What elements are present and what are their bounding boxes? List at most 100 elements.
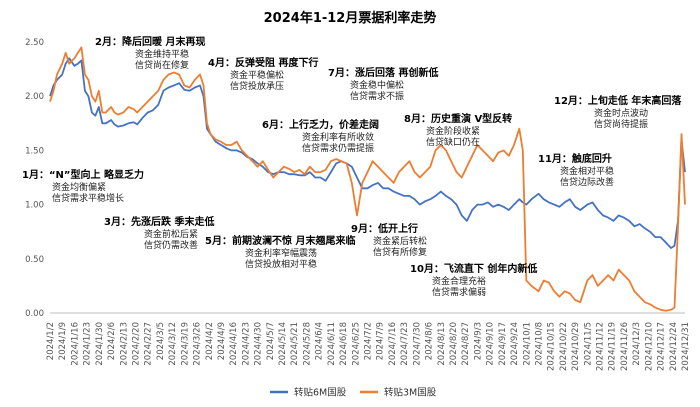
annotation-heading: 9月：低开上行	[351, 222, 418, 235]
annotation-line: 信贷需求偏弱	[432, 286, 486, 298]
annotation-heading: 6月：上行乏力，价差走阔	[262, 118, 379, 131]
annotation-line: 信贷边际改善	[560, 176, 614, 188]
x-tick-label: 2024/8/13	[437, 322, 447, 366]
x-tick-label: 2024/4/30	[254, 322, 264, 366]
annotation-heading: 4月：反弹受阻 再度下行	[208, 56, 318, 69]
annotation-line: 资金均衡偏紧	[52, 181, 106, 193]
annotation-line: 信贷缺口仍在	[426, 136, 480, 148]
x-tick-label: 2024/6/4	[315, 322, 325, 360]
x-tick-label: 2024/11/19	[608, 322, 618, 371]
y-tick-label: 0.00	[25, 309, 44, 319]
x-tick-label: 2024/1/9	[58, 322, 68, 360]
x-tick-label: 2024/9/10	[486, 322, 496, 366]
annotation-line: 信贷尚待提振	[594, 118, 648, 130]
y-tick-label: 2.50	[25, 38, 44, 48]
x-tick-label: 2024/1/23	[83, 322, 93, 366]
x-tick-label: 2024/1/2	[46, 322, 56, 360]
chart-title: 2024年1-12月票据利率走势	[264, 10, 437, 26]
annotation-heading: 3月：先涨后跌 季末走低	[104, 215, 214, 228]
x-tick-label: 2024/3/19	[180, 322, 190, 366]
x-tick-label: 2024/12/31	[681, 322, 691, 371]
x-tick-label: 2024/11/26	[620, 322, 630, 371]
annotation-line: 资金阶段收紧	[426, 125, 480, 137]
annotation-heading: 10月：飞流直下 创年内新低	[410, 262, 537, 275]
annotation-line: 信贷投放承压	[230, 80, 284, 92]
x-tick-label: 2024/10/8	[534, 322, 544, 366]
x-tick-label: 2024/11/5	[583, 322, 593, 366]
x-tick-label: 2024/12/3	[632, 322, 642, 366]
x-tick-label: 2024/7/16	[388, 322, 398, 366]
annotation-heading: 1月：“N”型向上 略显乏力	[22, 168, 144, 181]
annotation-heading: 7月：涨后回落 再创新低	[328, 66, 438, 79]
annotation-line: 资金时点波动	[594, 107, 648, 119]
series-lines	[49, 46, 686, 312]
annotation-line: 资金维持平稳	[135, 48, 189, 60]
x-tick-label: 2024/12/17	[657, 322, 667, 371]
y-tick-label: 0.50	[25, 255, 44, 265]
x-tick-label: 2024/7/2	[364, 322, 374, 360]
annotation-heading: 5月：前期波澜不惊 月末翘尾来临	[205, 234, 355, 247]
x-tick-label: 2024/12/10	[644, 322, 654, 371]
x-tick-label: 2024/4/23	[241, 322, 251, 366]
x-tick-label: 2024/3/26	[193, 322, 203, 366]
x-tick-label: 2024/2/13	[119, 322, 129, 366]
x-tick-label: 2024/6/11	[327, 322, 337, 366]
x-tick-label: 2024/4/2	[205, 322, 215, 360]
annotation-heading: 12月：上旬走低 年末高回落	[554, 94, 682, 107]
annotation-line: 资金相对平稳	[560, 165, 614, 177]
annotation-line: 资金利率有所收敛	[302, 131, 374, 143]
x-tick-label: 2024/4/16	[229, 322, 239, 366]
x-tick-label: 2024/3/12	[168, 322, 178, 366]
annotation-line: 信贷有所修复	[373, 246, 427, 258]
annotation-line: 信贷需求不振	[350, 90, 404, 102]
y-axis: 0.00 0.50 1.00 1.50 2.00 2.50	[25, 38, 44, 319]
x-tick-label: 2024/7/23	[400, 322, 410, 366]
x-tick-label: 2024/6/18	[339, 322, 349, 366]
legend-label-2: 转贴3M国股	[384, 387, 437, 399]
annotation-heading: 8月：历史重演 V型反转	[404, 112, 512, 125]
annotation-line: 资金合理充裕	[432, 275, 486, 287]
annotation-line: 资金利率窄幅震荡	[245, 247, 317, 259]
x-tick-label: 2024/7/9	[376, 322, 386, 360]
x-tick-label: 2024/11/12	[596, 322, 606, 371]
y-tick-label: 2.00	[25, 92, 44, 102]
x-tick-label: 2024/1/16	[70, 322, 80, 366]
annotation-line: 资金紧后转松	[373, 235, 427, 247]
x-tick-label: 2024/5/21	[290, 322, 300, 366]
annotation-heading: 2月：降后回暖 月末再现	[95, 35, 205, 48]
x-tick-label: 2024/10/1	[522, 322, 532, 366]
x-tick-label: 2024/5/28	[302, 322, 312, 366]
x-tick-label: 2024/5/14	[278, 322, 288, 366]
x-tick-label: 2024/5/7	[266, 322, 276, 360]
x-tick-label: 2024/8/27	[461, 322, 471, 366]
legend-label-1: 转贴6M国股	[294, 387, 347, 399]
x-tick-label: 2024/8/20	[449, 322, 459, 366]
x-tick-label: 2024/10/22	[559, 322, 569, 371]
x-tick-label: 2024/6/25	[351, 322, 361, 366]
series-line-1	[49, 57, 686, 249]
series-line-2	[49, 46, 686, 312]
x-tick-label: 2024/7/30	[412, 322, 422, 366]
annotation-line: 资金稳中偏松	[350, 79, 404, 91]
x-axis: 2024/1/2 2024/1/9 2024/1/16 2024/1/23 2024/1…	[46, 312, 691, 371]
annotation-line: 资金平稳偏松	[230, 69, 284, 81]
annotation-line: 信贷仍需改善	[144, 239, 198, 251]
legend: 转贴6M国股 转贴3M国股	[270, 387, 437, 399]
x-tick-label: 2024/12/24	[669, 322, 679, 371]
annotation-heading: 11月：触底回升	[538, 152, 612, 165]
x-tick-label: 2024/2/27	[144, 322, 154, 366]
annotation-line: 信贷尚在修复	[135, 59, 189, 71]
annotation-line: 信贷投放相对平稳	[245, 258, 317, 270]
x-tick-label: 2024/3/5	[156, 322, 166, 360]
x-tick-label: 2024/8/6	[425, 322, 435, 360]
